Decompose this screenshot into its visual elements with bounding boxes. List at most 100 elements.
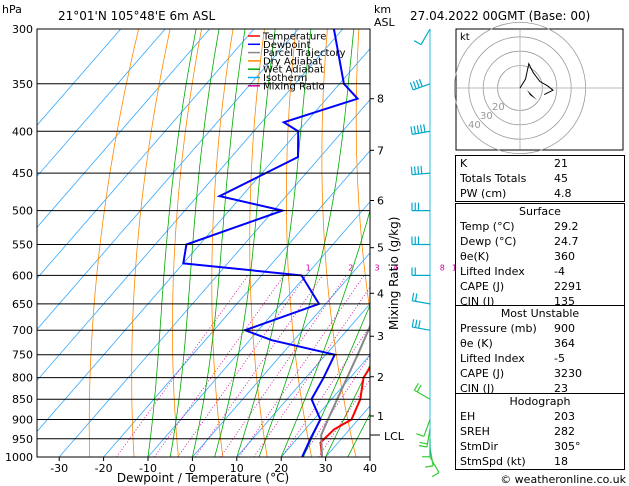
wind-barb-staff [414, 389, 431, 400]
panel-row: θe(K) 360 [456, 249, 624, 264]
surface-title: Surface [519, 205, 561, 218]
temperature-tick-label: 10 [230, 462, 244, 475]
temperature-tick-label: -20 [95, 462, 113, 475]
panel-row-value: 135 [554, 295, 575, 308]
temperature-tick-label: -30 [50, 462, 68, 475]
pressure-tick-label: 450 [12, 167, 33, 180]
wind-barb [416, 419, 431, 438]
panel-row-key: Totals Totals [460, 172, 527, 185]
wind-barb-staff [429, 447, 434, 466]
height-tick-label: 2 [377, 371, 384, 384]
series-dewpoint [182, 29, 360, 457]
wind-barbs [409, 28, 440, 478]
wind-barb [411, 202, 430, 212]
wind-barb-flag [410, 166, 413, 175]
mixing-ratio-line [253, 286, 370, 457]
wind-barb [418, 429, 431, 448]
hodograph-frame [455, 28, 624, 151]
dry-adiabat-line [211, 29, 234, 457]
pressure-tick-label: 400 [12, 125, 33, 138]
panel-row-key: Pressure (mb) [460, 322, 537, 335]
panel-row-value: 4.8 [554, 187, 572, 200]
pressure-tick-label: 950 [12, 433, 33, 446]
temperature-tick-label: 0 [189, 462, 196, 475]
wind-barb-flag [416, 384, 422, 393]
wind-barb-flag [414, 293, 418, 302]
isotherm-line [103, 150, 370, 457]
temperature-axis: -30 -20 -10 0 10 20 30 40 [50, 457, 377, 475]
panel-row: EH 203 [456, 409, 624, 424]
mixing-ratio-line [177, 275, 307, 457]
wind-barb-flag [419, 441, 428, 445]
mixing-ratio-line [220, 275, 347, 457]
hodograph-kt-label: kt [460, 32, 470, 43]
wind-barb-flag [420, 165, 423, 174]
panel-row-key: Temp (°C) [460, 220, 515, 233]
wind-barb-flag [419, 124, 423, 133]
isotherm-line [37, 29, 122, 126]
dry-adiabat-line [321, 29, 357, 457]
panel-row-key: CAPE (J) [460, 280, 505, 293]
wind-barb [411, 267, 430, 277]
panel-row-value: 900 [554, 322, 575, 335]
temperature-tick-label: -10 [139, 462, 157, 475]
legend-label: Isotherm [263, 73, 307, 84]
datetime-label: 27.04.2022 00GMT (Base: 00) [410, 9, 590, 23]
wind-barb-staff [423, 419, 431, 437]
panel-row-value: 18 [554, 455, 568, 468]
pressure-tick-label: 900 [12, 414, 33, 427]
panel-row: K 21 [456, 156, 624, 171]
legend-label: Mixing Ratio [263, 81, 325, 92]
x-axis-title: Dewpoint / Temperature (°C) [117, 471, 289, 485]
panel-row-value: 2291 [554, 280, 582, 293]
wind-barb-flag [416, 433, 425, 438]
panel-row-key: StmDir [460, 440, 499, 453]
mixing-ratio-line [301, 354, 370, 457]
wind-barb [411, 319, 431, 331]
wind-barb-flag [431, 472, 440, 478]
height-tick-label: 7 [377, 144, 384, 157]
dry-adiabat-line [131, 29, 171, 457]
wind-barb [429, 456, 440, 478]
height-tick-label: 3 [377, 330, 384, 343]
pressure-tick-label: 1000 [5, 451, 33, 464]
legend-label: Temperature [262, 32, 326, 43]
wind-barb-flag [409, 82, 414, 91]
panel-row: StmSpd (kt) 18 [456, 454, 624, 469]
wet-adiabat-line [169, 29, 220, 457]
hodograph-ring-label: 30 [480, 111, 493, 122]
panel-row-key: PW (cm) [460, 187, 507, 200]
panel-row-key: CIN (J) [460, 382, 495, 395]
wind-barb [409, 78, 431, 91]
most-unstable-title: Most Unstable [500, 307, 580, 320]
surface-panel: Surface Temp (°C) 29.2 Dewp (°C) 24.7 θe(K) 3… [455, 203, 625, 310]
isotherm-line [236, 303, 370, 457]
panel-row-value: 24.7 [554, 235, 579, 248]
pressure-tick-label: 700 [12, 324, 33, 337]
wet-adiabat-line [325, 364, 370, 457]
height-tick-label: 8 [377, 93, 384, 106]
height-tick-label: 4 [377, 287, 384, 300]
lcl-label: LCL [384, 430, 405, 443]
legend-label: Parcel Trajectory [263, 48, 346, 59]
wind-barb [413, 28, 431, 46]
panel-row-key: Dewp (°C) [460, 235, 517, 248]
wind-barb [410, 165, 431, 176]
height-tick-label: 1 [377, 410, 384, 423]
wind-barb-flag [417, 166, 420, 175]
wind-barb [411, 236, 430, 246]
panel-row-value: 3230 [554, 367, 582, 380]
wind-barb-flag [418, 320, 421, 329]
panel-row: CIN (J) 135 [456, 294, 624, 309]
wind-barb-flag [425, 465, 434, 468]
panel-row-key: EH [460, 410, 476, 423]
hodograph-stats-panel: Hodograph EH 203 SREH 282 StmDir 305° StmSpd (… [455, 393, 625, 470]
pressure-tick-label: 850 [12, 393, 33, 406]
panel-row-value: -5 [554, 352, 565, 365]
hodograph-stats-title: Hodograph [509, 395, 571, 408]
pressure-axis: 300 350 400 450 500 550 600 650 700 750 800 850 900 9… [5, 23, 370, 464]
mixing-ratio-line [194, 275, 323, 457]
mixing-ratio-line [281, 325, 370, 457]
